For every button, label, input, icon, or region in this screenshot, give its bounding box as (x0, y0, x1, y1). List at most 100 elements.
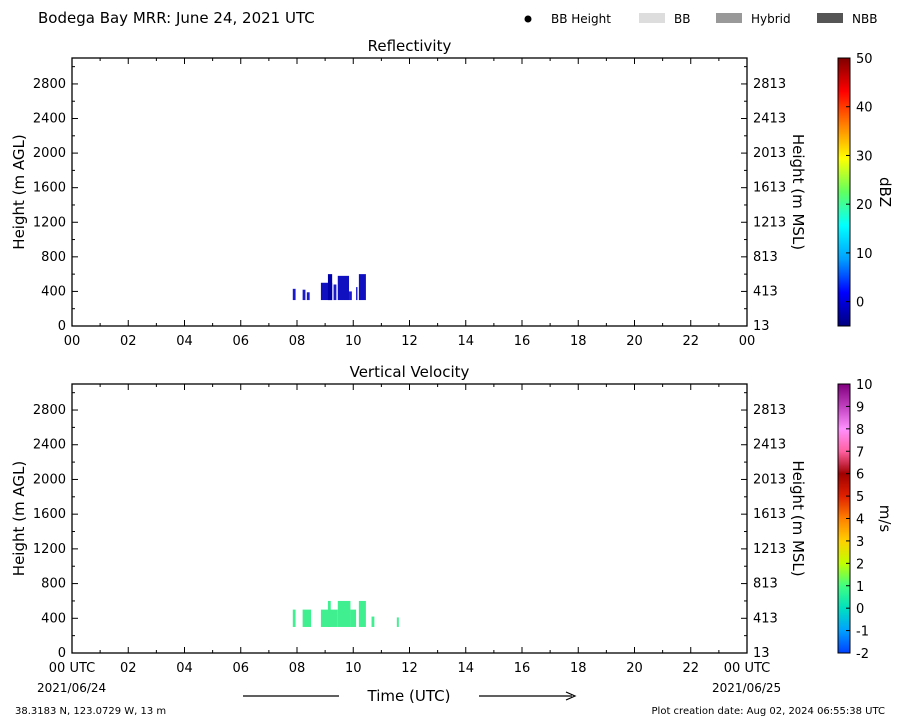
legend-label: Hybrid (751, 12, 791, 26)
y-tick-label: 1600 (33, 181, 66, 196)
colorbar-tick-label: 5 (856, 490, 864, 505)
colorbar-tick-label: 8 (856, 423, 864, 438)
echo-cell (349, 291, 352, 301)
x-tick-label: 06 (232, 334, 249, 349)
colorbar-tick-label: 10 (856, 378, 873, 393)
x-tick-label: 00 UTC (724, 661, 770, 676)
echo-cell (358, 600, 366, 627)
x-tick-label: 04 (176, 661, 193, 676)
y-tick-label: 400 (41, 611, 66, 626)
x-tick-label: 04 (176, 334, 193, 349)
figure-title: Bodega Bay MRR: June 24, 2021 UTC (38, 9, 315, 27)
echo-cell (320, 282, 333, 301)
legend-swatch (716, 13, 742, 23)
colorbar-tick-label: 30 (856, 149, 873, 164)
legend-dot-icon (524, 15, 532, 23)
y-axis-label: Height (m AGL) (10, 461, 28, 576)
time-arrow-head-icon (565, 691, 577, 701)
y-tick-label: 2800 (33, 403, 66, 418)
y-tick-label: 800 (41, 250, 66, 265)
x-tick-label: 14 (457, 334, 474, 349)
y-tick-label: 1600 (33, 507, 66, 522)
colorbar-tick-label: 1 (856, 580, 864, 595)
echo-cell (350, 609, 357, 627)
y-tick-label: 1200 (33, 542, 66, 557)
station-location: 38.3183 N, 123.0729 W, 13 m (15, 706, 166, 717)
echo-cell (337, 275, 350, 301)
x-tick-label: 18 (570, 661, 587, 676)
plot-frame (71, 57, 748, 327)
y2-tick-label: 413 (753, 611, 778, 626)
x-tick-label: 20 (626, 334, 643, 349)
x-tick-label: 22 (682, 334, 699, 349)
y2-tick-label: 1613 (753, 507, 786, 522)
y2-tick-label: 2413 (753, 438, 786, 453)
y-tick-label: 2400 (33, 112, 66, 127)
echo-cell (292, 609, 296, 627)
echo-cell (306, 292, 310, 301)
x-tick-label: 08 (289, 334, 306, 349)
date-start-label: 2021/06/24 (37, 681, 106, 695)
y2-tick-label: 1213 (753, 215, 786, 230)
echo-cell (302, 609, 312, 627)
x-tick-label: 20 (626, 661, 643, 676)
y2-tick-label: 2013 (753, 472, 786, 487)
y2-tick-label: 2413 (753, 112, 786, 127)
x-tick-label: 16 (514, 334, 531, 349)
y-axis-label: Height (m AGL) (10, 134, 28, 249)
y-tick-label: 0 (58, 319, 66, 334)
colorbar-tick-label: 50 (856, 52, 873, 67)
echo-cell (356, 287, 358, 301)
y-tick-label: 400 (41, 284, 66, 299)
y-tick-label: 0 (58, 646, 66, 661)
x-tick-label: 00 UTC (49, 661, 95, 676)
plot-frame (71, 383, 748, 654)
x-axis-label: Time (UTC) (367, 687, 451, 705)
y2-tick-label: 1613 (753, 181, 786, 196)
colorbar-tick-label: 4 (856, 513, 864, 528)
x-tick-label: 08 (289, 661, 306, 676)
y-tick-label: 1200 (33, 215, 66, 230)
x-tick-label: 02 (120, 661, 137, 676)
legend-label: BB (674, 12, 690, 26)
y2-tick-label: 813 (753, 577, 778, 592)
y-tick-label: 2000 (33, 472, 66, 487)
colorbar-tick-label: 0 (856, 602, 864, 617)
y2-tick-label: 2013 (753, 146, 786, 161)
y2-tick-label: 413 (753, 284, 778, 299)
x-tick-label: 14 (457, 661, 474, 676)
echo-cell (371, 616, 375, 627)
echo-cell (396, 617, 399, 627)
x-tick-label: 00 (739, 334, 756, 349)
x-tick-label: 12 (401, 661, 418, 676)
y-tick-label: 2000 (33, 146, 66, 161)
echo-layer (292, 600, 399, 627)
echo-cell (327, 600, 331, 627)
colorbar-label: dBZ (876, 177, 894, 207)
x-tick-label: 18 (570, 334, 587, 349)
colorbar-tick-label: 40 (856, 101, 873, 116)
panel-title: Reflectivity (368, 37, 452, 55)
echo-layer (292, 274, 366, 301)
x-tick-label: 12 (401, 334, 418, 349)
legend-item-1: BB (639, 12, 690, 26)
legend-swatch (817, 13, 843, 23)
y2-tick-label: 1213 (753, 542, 786, 557)
y-tick-label: 2400 (33, 438, 66, 453)
colorbar-gradient (837, 57, 851, 327)
x-tick-label: 10 (345, 334, 362, 349)
y2-tick-label: 2813 (753, 77, 786, 92)
echo-cell (337, 600, 351, 627)
echo-cell (333, 284, 337, 301)
legend-label: NBB (852, 12, 877, 26)
colorbar-label: m/s (876, 505, 894, 533)
colorbar-tick-label: -2 (856, 647, 869, 662)
legend: BB Height BB Hybrid NBB (524, 12, 877, 26)
plot-creation-date: Plot creation date: Aug 02, 2024 06:55:3… (652, 706, 885, 717)
y2-axis-label: Height (m MSL) (789, 460, 807, 576)
y2-tick-label: 813 (753, 250, 778, 265)
